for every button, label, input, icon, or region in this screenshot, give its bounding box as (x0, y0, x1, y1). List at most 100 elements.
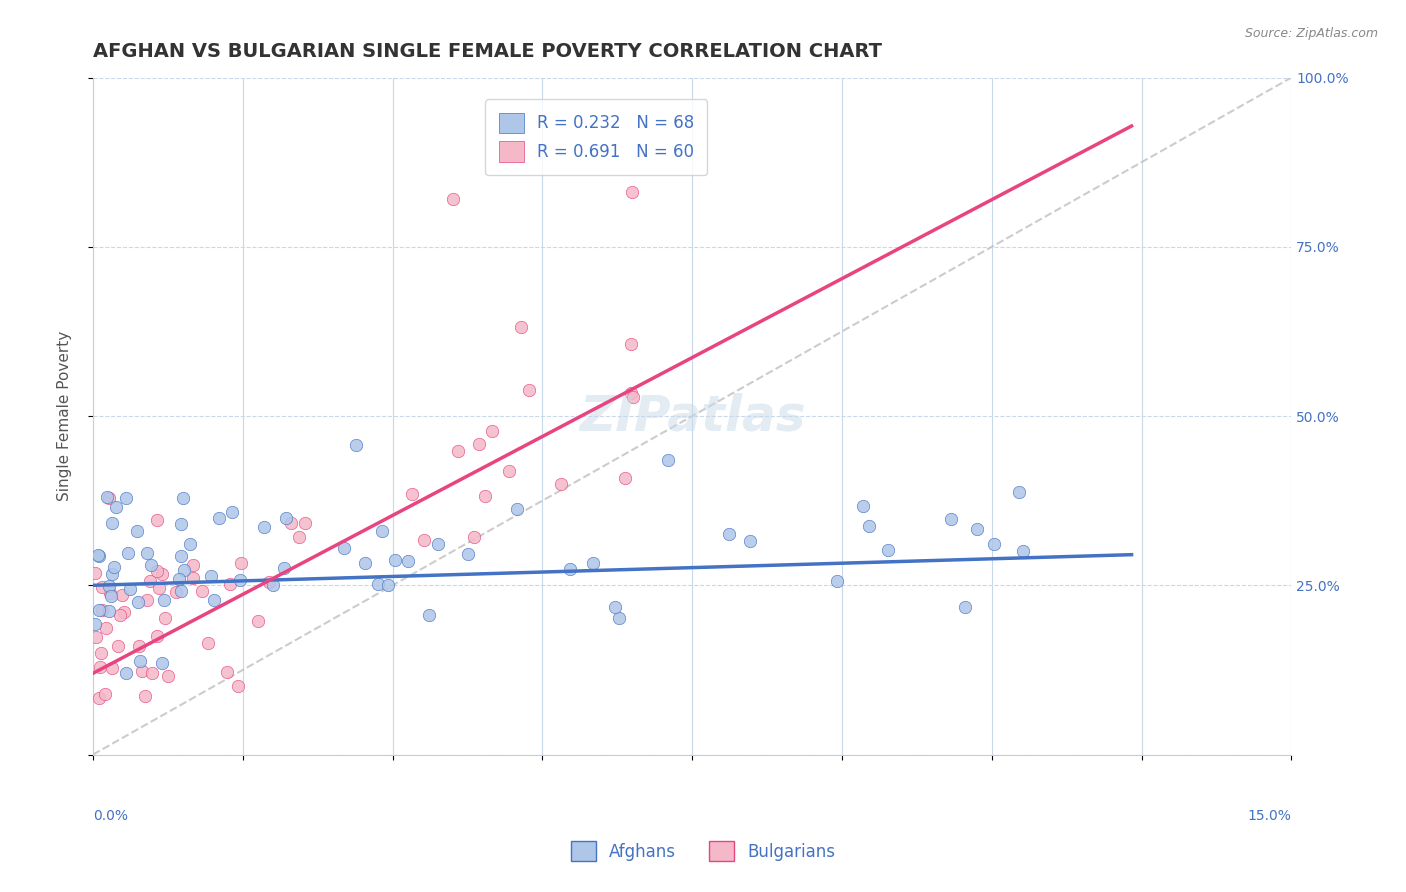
Text: Source: ZipAtlas.com: Source: ZipAtlas.com (1244, 27, 1378, 40)
Point (86, 548, 108, 562)
Point (117, 546, 139, 560)
Point (614, 471, 637, 485)
Point (966, 522, 988, 536)
Point (247, 615, 270, 629)
Point (125, 524, 148, 538)
Point (657, 452, 679, 467)
Point (941, 512, 963, 526)
Point (468, 437, 491, 451)
Point (607, 611, 630, 625)
Point (146, 629, 169, 643)
Point (983, 537, 1005, 551)
Point (101, 661, 124, 675)
Point (153, 592, 176, 607)
Point (98, 585, 121, 599)
Point (825, 574, 848, 588)
Point (111, 588, 134, 602)
Point (217, 665, 239, 680)
Point (107, 639, 129, 653)
Point (98, 579, 121, 593)
Point (463, 529, 485, 543)
Point (1011, 544, 1033, 558)
Text: AFGHAN VS BULGARIAN SINGLE FEMALE POVERTY CORRELATION CHART: AFGHAN VS BULGARIAN SINGLE FEMALE POVERT… (93, 42, 882, 61)
Text: ZIPatlas: ZIPatlas (579, 392, 806, 440)
Legend: R = 0.232   N = 68, R = 0.691   N = 60: R = 0.232 N = 68, R = 0.691 N = 60 (485, 100, 707, 175)
Point (384, 552, 406, 566)
Point (620, 337, 643, 351)
Point (603, 599, 626, 614)
Point (87, 691, 110, 706)
Point (447, 444, 470, 458)
Point (98, 491, 121, 505)
Point (155, 611, 177, 625)
Point (226, 679, 249, 693)
Point (418, 608, 440, 623)
Point (273, 561, 295, 575)
Point (91, 603, 114, 617)
Point (136, 545, 159, 559)
Point (620, 185, 643, 199)
Point (84, 566, 107, 581)
Point (141, 666, 163, 681)
Point (498, 464, 520, 478)
Point (131, 664, 153, 678)
Point (197, 636, 219, 650)
Point (172, 491, 194, 506)
Point (179, 536, 201, 550)
Y-axis label: Single Female Poverty: Single Female Poverty (58, 331, 72, 501)
Point (370, 524, 392, 539)
Point (94, 687, 117, 701)
Point (190, 583, 212, 598)
Point (115, 666, 138, 681)
Point (118, 582, 141, 596)
Point (127, 595, 149, 609)
Point (426, 537, 449, 551)
Point (288, 530, 311, 544)
Text: 15.0%: 15.0% (1247, 809, 1291, 822)
Point (509, 320, 531, 334)
Point (146, 513, 169, 527)
Point (200, 569, 222, 583)
Legend: Afghans, Bulgarians: Afghans, Bulgarians (557, 828, 849, 875)
Point (441, 193, 464, 207)
Point (148, 581, 170, 595)
Point (128, 639, 150, 653)
Point (620, 385, 643, 400)
Point (517, 383, 540, 397)
Point (582, 556, 605, 570)
Point (294, 516, 316, 531)
Point (181, 571, 204, 585)
Point (740, 534, 762, 549)
Point (229, 556, 252, 570)
Point (87, 549, 110, 563)
Point (221, 505, 243, 519)
Point (263, 577, 285, 591)
Point (141, 558, 163, 573)
Point (457, 547, 479, 561)
Point (89, 603, 111, 617)
Point (280, 516, 302, 531)
Point (103, 559, 125, 574)
Point (170, 584, 193, 599)
Point (1008, 485, 1031, 500)
Point (150, 657, 173, 671)
Point (259, 575, 281, 590)
Point (129, 654, 152, 668)
Point (852, 499, 875, 513)
Point (396, 554, 419, 568)
Point (550, 477, 572, 491)
Point (481, 424, 503, 438)
Point (367, 577, 389, 591)
Point (170, 549, 193, 563)
Point (173, 563, 195, 577)
Point (167, 572, 190, 586)
Point (202, 593, 225, 607)
Point (718, 527, 741, 541)
Point (877, 542, 900, 557)
Point (558, 561, 581, 575)
Point (474, 489, 496, 503)
Point (90, 646, 112, 660)
Point (96, 490, 118, 504)
Point (274, 511, 297, 525)
Point (89, 660, 111, 674)
